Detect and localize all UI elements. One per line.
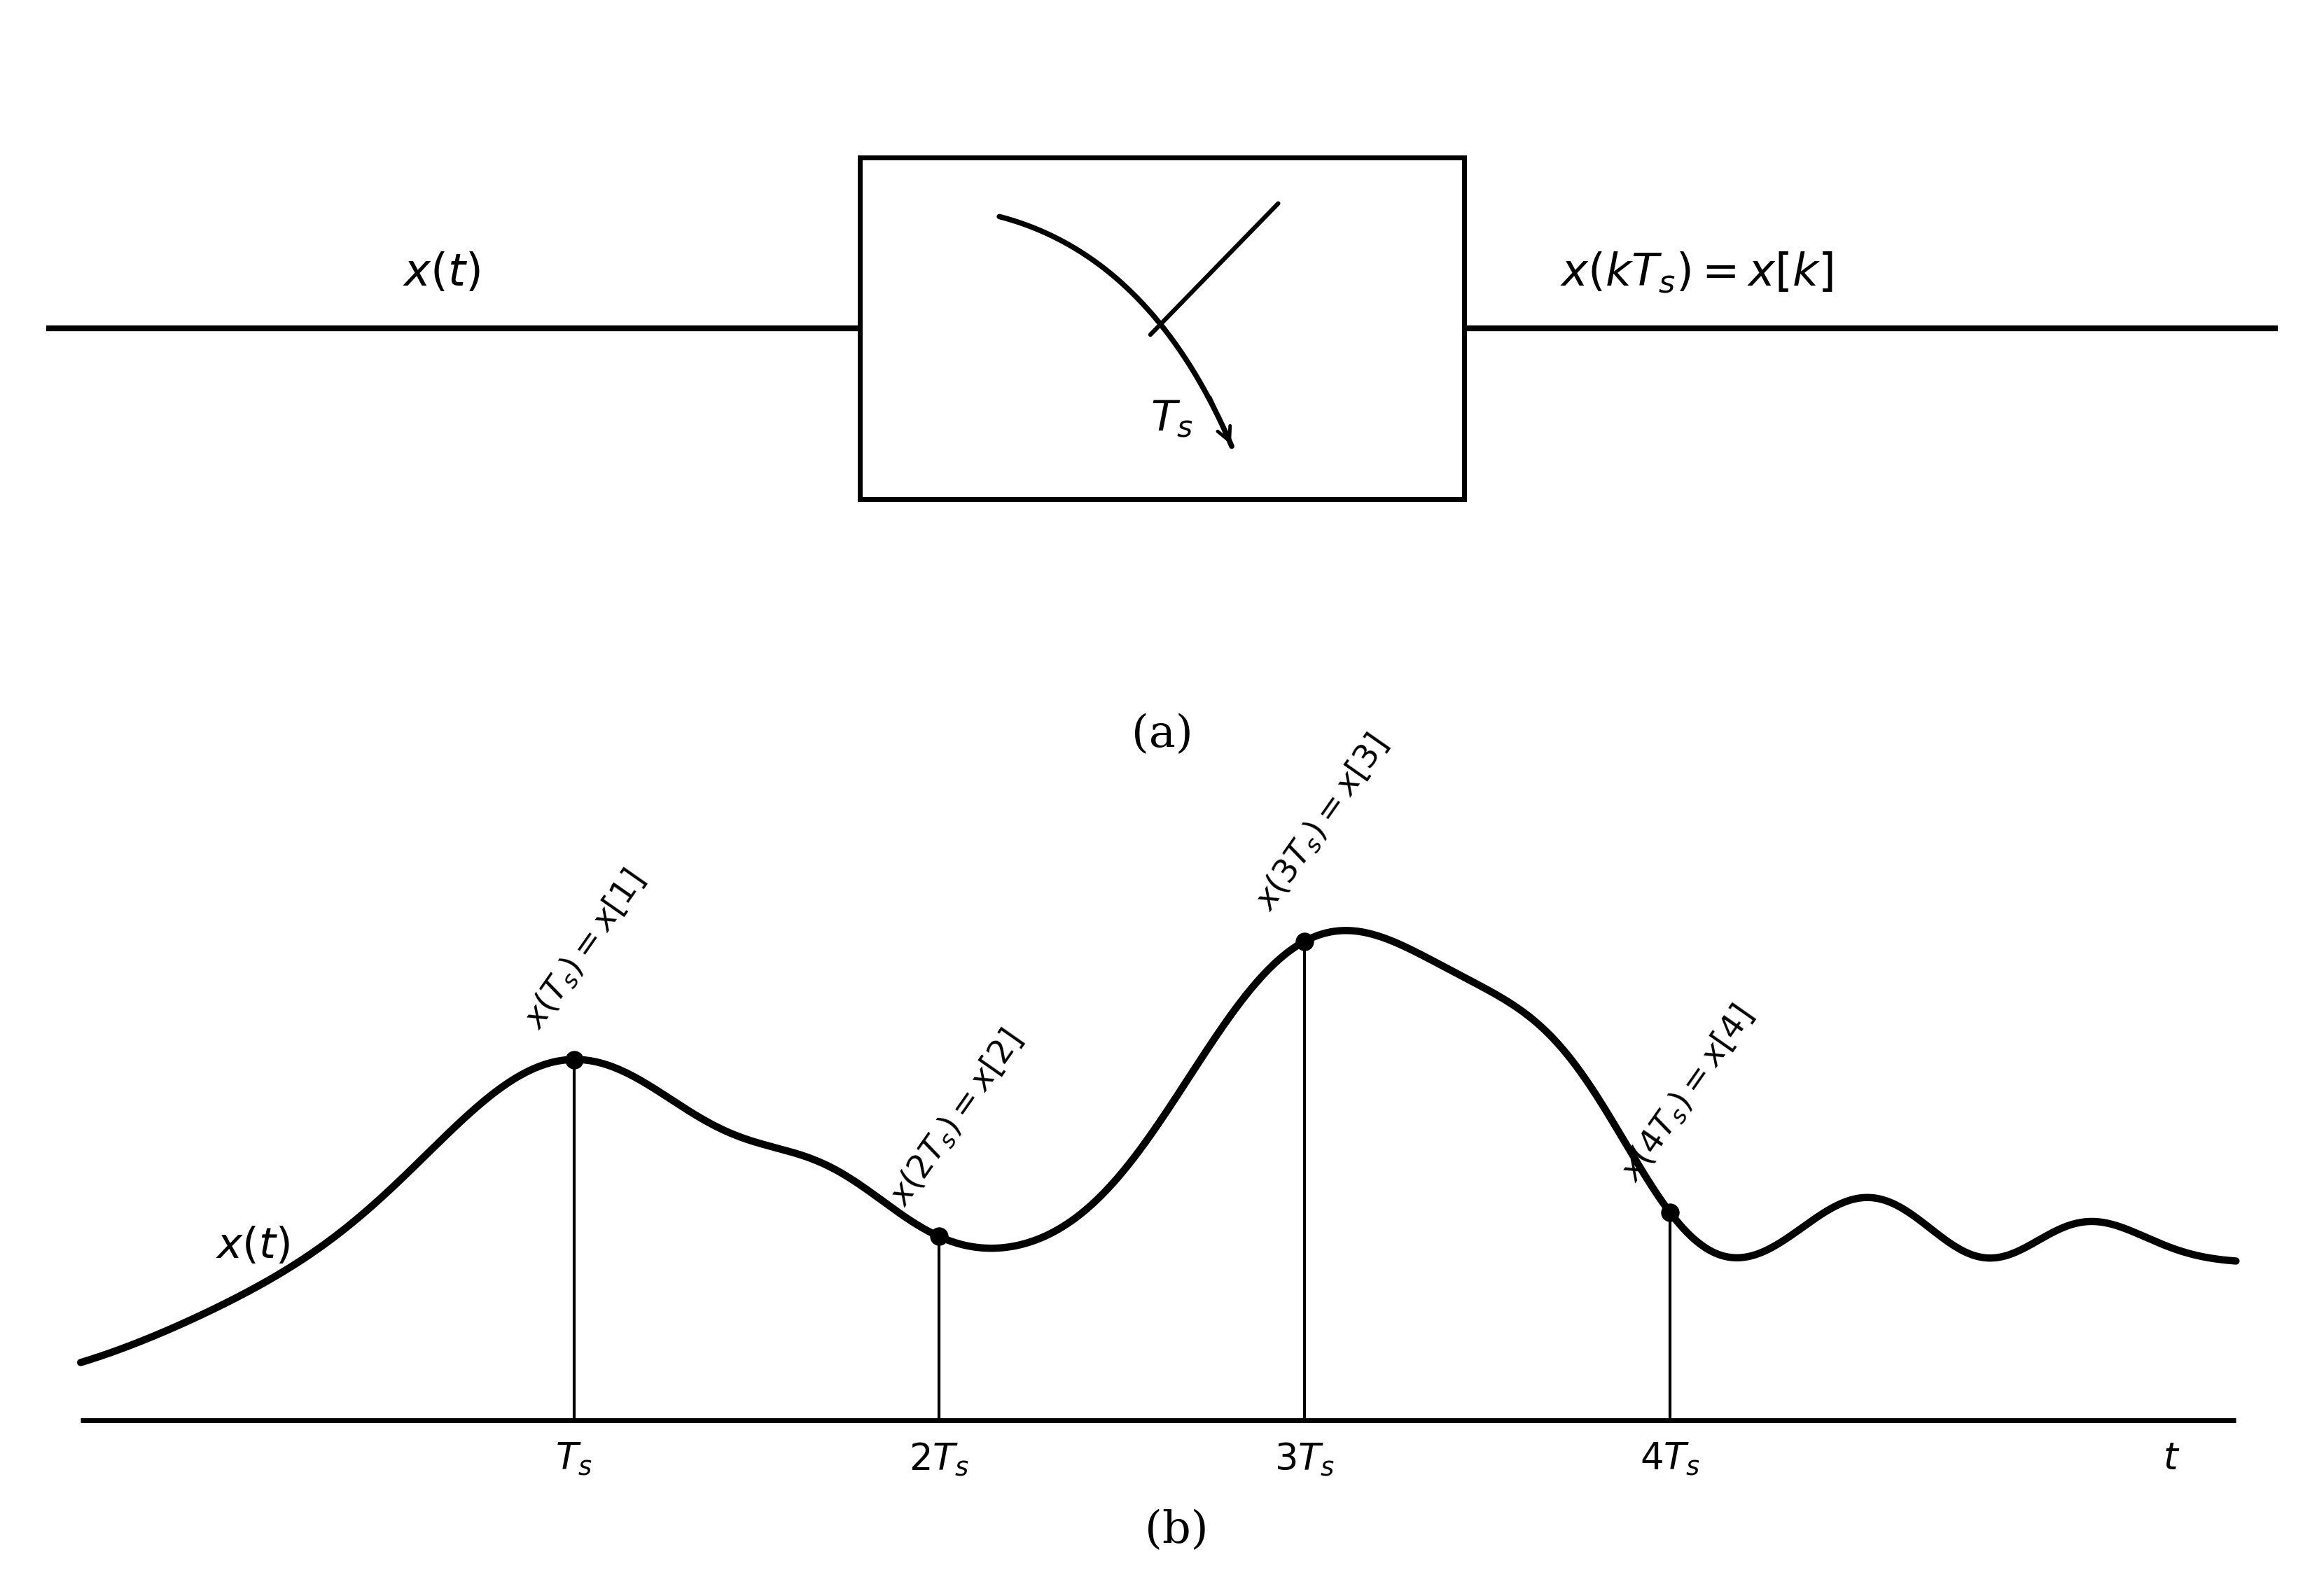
- Text: $x(3T_s) = x[3]$: $x(3T_s) = x[3]$: [1248, 729, 1394, 917]
- Text: $x(kT_s) = x[k]$: $x(kT_s) = x[k]$: [1559, 250, 1834, 296]
- Text: $x(t)$: $x(t)$: [216, 1225, 290, 1268]
- Text: $t$: $t$: [2164, 1441, 2180, 1476]
- Text: (b): (b): [1146, 1509, 1208, 1551]
- Text: $T_s$: $T_s$: [555, 1441, 593, 1477]
- Text: $3T_s$: $3T_s$: [1274, 1441, 1334, 1477]
- Text: $x(t)$: $x(t)$: [402, 252, 481, 296]
- Text: $4T_s$: $4T_s$: [1641, 1441, 1699, 1477]
- Text: $2T_s$: $2T_s$: [909, 1441, 969, 1477]
- Text: $T_s$: $T_s$: [1150, 398, 1192, 439]
- Text: $x(T_s) = x[1]$: $x(T_s) = x[1]$: [518, 865, 651, 1035]
- Text: $x(2T_s) = x[2]$: $x(2T_s) = x[2]$: [883, 1025, 1027, 1211]
- Text: (a): (a): [1132, 713, 1192, 756]
- Text: $x(4T_s) = x[4]$: $x(4T_s) = x[4]$: [1615, 1000, 1759, 1188]
- Bar: [860, 158, 1464, 499]
